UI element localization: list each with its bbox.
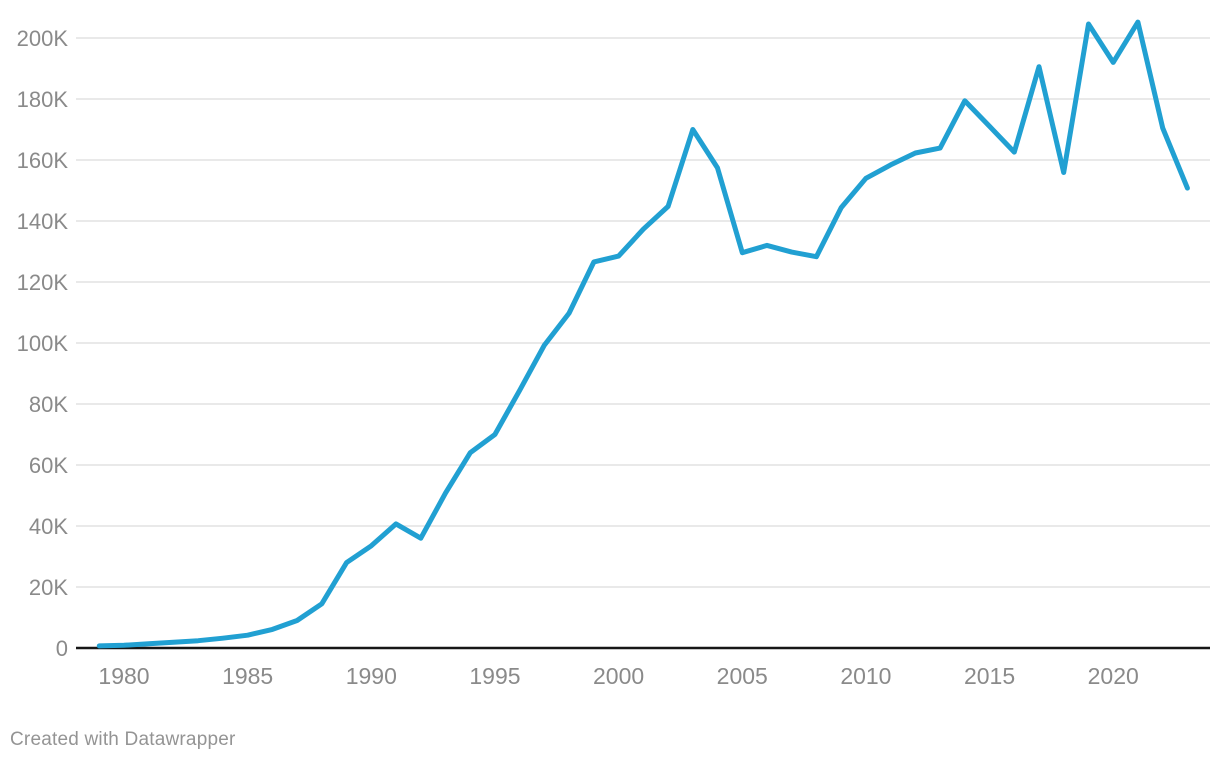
x-tick-label: 2020	[1088, 663, 1139, 689]
y-tick-label: 180K	[17, 87, 69, 112]
attribution-caption: Created with Datawrapper	[10, 729, 236, 750]
y-tick-label: 80K	[29, 392, 68, 417]
x-tick-label: 2000	[593, 663, 644, 689]
x-tick-label: 2015	[964, 663, 1015, 689]
x-tick-label: 2010	[840, 663, 891, 689]
y-tick-label: 20K	[29, 575, 68, 600]
gridlines	[76, 37, 1210, 650]
y-tick-label: 200K	[17, 26, 69, 51]
y-tick-label: 0	[56, 636, 68, 661]
x-tick-label: 1980	[98, 663, 149, 689]
y-tick-label: 40K	[29, 514, 68, 539]
y-tick-label: 100K	[17, 331, 69, 356]
data-line	[96, 19, 1190, 649]
y-tick-label: 120K	[17, 270, 69, 295]
y-tick-label: 60K	[29, 453, 68, 478]
y-tick-label: 160K	[17, 148, 69, 173]
x-tick-label: 1985	[222, 663, 273, 689]
x-tick-label: 1990	[346, 663, 397, 689]
x-tick-label: 2005	[717, 663, 768, 689]
y-axis-labels: 0 20K 40K 60K 80K 100K 120K 140K 160K 180K 200K	[17, 26, 69, 661]
x-tick-label: 1995	[469, 663, 520, 689]
y-tick-label: 140K	[17, 209, 69, 234]
x-axis-labels: 1980 1985 1990 1995 2000 2005 2010 2015 2020	[98, 663, 1138, 689]
